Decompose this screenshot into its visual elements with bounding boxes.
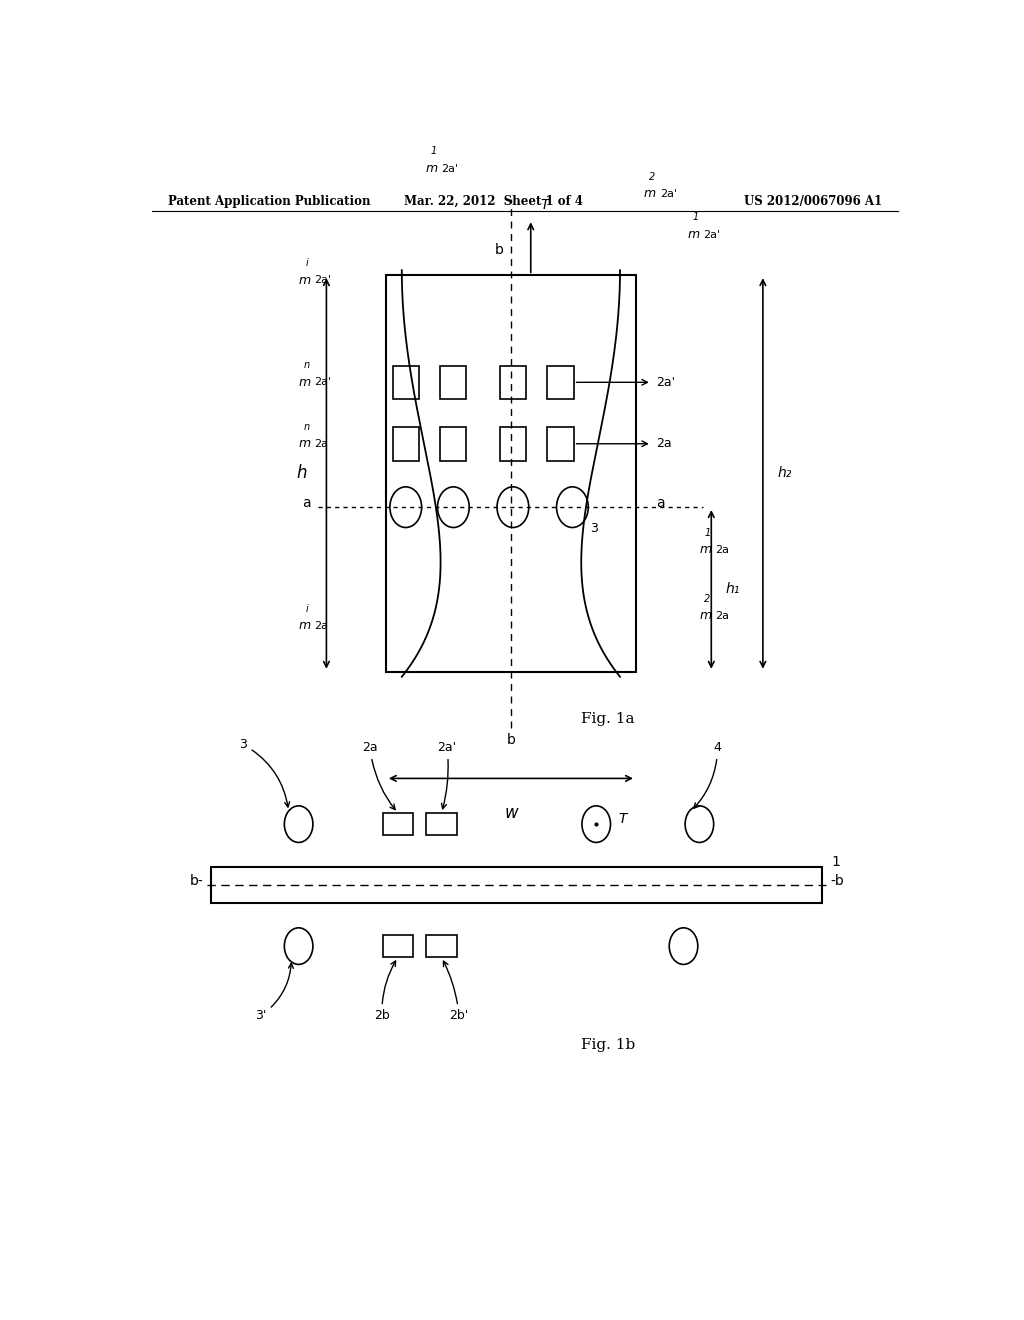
Text: b: b	[495, 243, 504, 257]
Text: 1: 1	[705, 528, 711, 537]
Text: 2a: 2a	[715, 611, 729, 620]
Text: i: i	[305, 603, 308, 614]
Text: h: h	[296, 465, 306, 483]
Text: Fig. 1b: Fig. 1b	[581, 1038, 635, 1052]
Text: b: b	[507, 733, 515, 747]
Text: -b: -b	[830, 874, 844, 888]
Bar	[500, 426, 526, 461]
Text: Mar. 22, 2012  Sheet 1 of 4: Mar. 22, 2012 Sheet 1 of 4	[403, 194, 583, 207]
Text: T: T	[541, 198, 549, 213]
Bar	[392, 366, 419, 399]
Text: 2: 2	[705, 594, 711, 603]
Text: 2a: 2a	[362, 741, 395, 809]
Bar	[426, 935, 457, 957]
Text: 1: 1	[692, 213, 698, 223]
Text: h₁: h₁	[726, 582, 740, 597]
Text: m: m	[699, 610, 712, 622]
Text: m: m	[699, 544, 712, 556]
Text: US 2012/0067096 A1: US 2012/0067096 A1	[743, 194, 882, 207]
Bar	[548, 366, 573, 399]
Text: Patent Application Publication: Patent Application Publication	[168, 194, 371, 207]
Text: n: n	[303, 360, 309, 370]
Text: 2: 2	[648, 172, 655, 182]
Text: 2a': 2a'	[314, 378, 332, 387]
Bar	[500, 366, 526, 399]
Bar	[548, 426, 573, 461]
Bar	[440, 366, 467, 399]
Text: h₂: h₂	[777, 466, 792, 480]
Text: 2a': 2a'	[441, 164, 459, 173]
Bar	[392, 426, 419, 461]
Bar	[440, 426, 467, 461]
Text: a: a	[655, 496, 665, 510]
Text: 2a: 2a	[314, 438, 329, 449]
Text: 2a: 2a	[314, 620, 329, 631]
Text: b-: b-	[189, 874, 204, 888]
Text: w: w	[504, 804, 518, 822]
Bar	[426, 813, 457, 836]
Text: 2a': 2a'	[655, 376, 675, 389]
Text: 2b': 2b'	[443, 961, 469, 1022]
Text: m: m	[644, 187, 655, 201]
Text: 3: 3	[590, 523, 598, 536]
Text: m: m	[425, 162, 437, 176]
Text: 1: 1	[831, 855, 841, 869]
Text: 2b: 2b	[374, 961, 395, 1022]
Text: Fig. 1a: Fig. 1a	[582, 713, 635, 726]
Text: 4: 4	[694, 741, 722, 808]
Text: 2a': 2a'	[659, 189, 677, 199]
Text: 3': 3'	[255, 964, 294, 1022]
Bar	[211, 867, 822, 903]
Text: 2a: 2a	[715, 545, 729, 554]
Text: i: i	[305, 259, 308, 268]
Text: m: m	[298, 273, 310, 286]
Text: m: m	[298, 437, 310, 450]
Bar	[383, 935, 413, 957]
Text: 2a': 2a'	[437, 741, 457, 809]
Text: 2a: 2a	[655, 437, 672, 450]
Text: m: m	[298, 619, 310, 632]
Text: n: n	[303, 421, 309, 432]
Text: T: T	[618, 812, 627, 826]
Bar	[383, 813, 413, 836]
Text: m: m	[298, 376, 310, 389]
Text: 1: 1	[430, 147, 436, 156]
Text: m: m	[687, 228, 699, 242]
Text: 3: 3	[240, 738, 290, 807]
Text: 2a': 2a'	[314, 276, 332, 285]
Text: 2a': 2a'	[703, 230, 721, 240]
Text: a: a	[302, 496, 310, 510]
